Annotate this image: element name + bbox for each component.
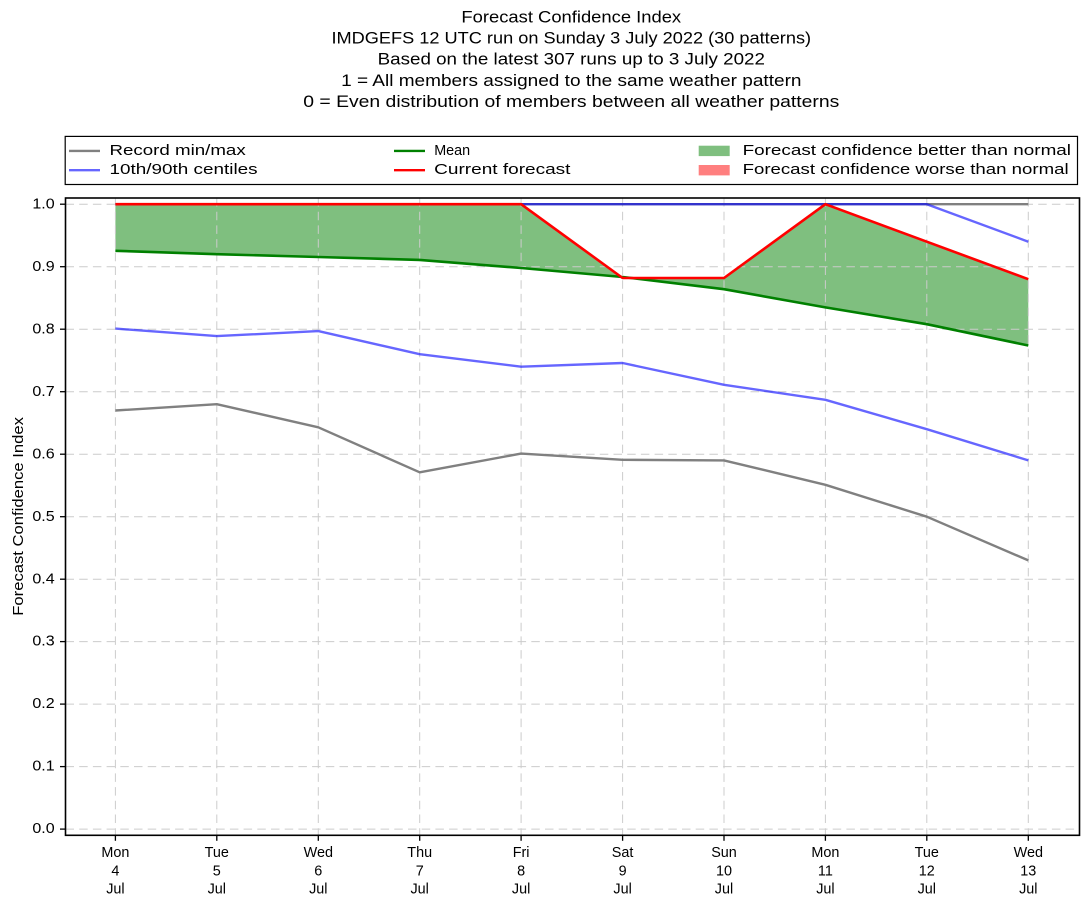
svg-text:0.7: 0.7 <box>32 384 54 400</box>
svg-text:IMDGEFS 12 UTC run on Sunday 3: IMDGEFS 12 UTC run on Sunday 3 July 2022… <box>332 30 812 48</box>
svg-text:Record min/max: Record min/max <box>110 143 247 159</box>
svg-text:0.6: 0.6 <box>32 446 54 462</box>
svg-text:7: 7 <box>416 863 424 879</box>
svg-text:9: 9 <box>619 863 627 879</box>
svg-text:Fri: Fri <box>513 845 530 861</box>
svg-text:Jul: Jul <box>208 882 226 898</box>
svg-text:Forecast confidence better tha: Forecast confidence better than normal <box>743 143 1071 159</box>
svg-text:5: 5 <box>213 863 221 879</box>
svg-text:Forecast Confidence Index: Forecast Confidence Index <box>461 9 681 27</box>
svg-text:Thu: Thu <box>407 845 432 861</box>
svg-text:Sun: Sun <box>711 845 737 861</box>
svg-text:Wed: Wed <box>1014 845 1043 861</box>
svg-text:Mean: Mean <box>434 143 470 159</box>
svg-text:6: 6 <box>314 863 322 879</box>
svg-text:0.0: 0.0 <box>32 821 54 837</box>
svg-text:Jul: Jul <box>309 882 327 898</box>
svg-text:Jul: Jul <box>1019 882 1037 898</box>
svg-text:Jul: Jul <box>410 882 428 898</box>
svg-text:0.2: 0.2 <box>32 696 54 712</box>
svg-text:1 = All members assigned to th: 1 = All members assigned to the same wea… <box>341 72 801 90</box>
svg-text:Jul: Jul <box>715 882 733 898</box>
svg-text:Sat: Sat <box>612 845 634 861</box>
svg-text:10: 10 <box>716 863 732 879</box>
svg-text:0.1: 0.1 <box>32 759 54 775</box>
svg-text:0.3: 0.3 <box>32 634 54 650</box>
svg-text:1.0: 1.0 <box>32 196 54 212</box>
svg-text:Wed: Wed <box>304 845 333 861</box>
svg-text:Jul: Jul <box>918 882 936 898</box>
svg-text:10th/90th centiles: 10th/90th centiles <box>110 162 258 178</box>
svg-text:Based on the latest 307 runs u: Based on the latest 307 runs up to 3 Jul… <box>378 51 765 69</box>
svg-text:8: 8 <box>517 863 525 879</box>
svg-text:Tue: Tue <box>915 845 939 861</box>
svg-text:0.9: 0.9 <box>32 259 54 275</box>
svg-text:12: 12 <box>919 863 935 879</box>
svg-text:0.5: 0.5 <box>32 509 54 525</box>
svg-text:4: 4 <box>111 863 119 879</box>
svg-text:0.8: 0.8 <box>32 321 54 337</box>
svg-text:Jul: Jul <box>816 882 834 898</box>
svg-text:Current forecast: Current forecast <box>434 162 570 178</box>
svg-text:0 = Even distribution of membe: 0 = Even distribution of members between… <box>303 93 839 111</box>
svg-text:Forecast confidence worse than: Forecast confidence worse than normal <box>743 162 1069 178</box>
svg-text:0.4: 0.4 <box>32 571 54 587</box>
svg-text:Mon: Mon <box>101 845 129 861</box>
svg-text:Mon: Mon <box>811 845 839 861</box>
svg-text:13: 13 <box>1020 863 1036 879</box>
svg-text:Jul: Jul <box>613 882 631 898</box>
svg-text:Jul: Jul <box>512 882 530 898</box>
svg-text:Tue: Tue <box>205 845 229 861</box>
svg-text:Jul: Jul <box>106 882 124 898</box>
svg-text:Forecast Confidence Index: Forecast Confidence Index <box>11 416 27 616</box>
svg-text:11: 11 <box>818 863 833 879</box>
